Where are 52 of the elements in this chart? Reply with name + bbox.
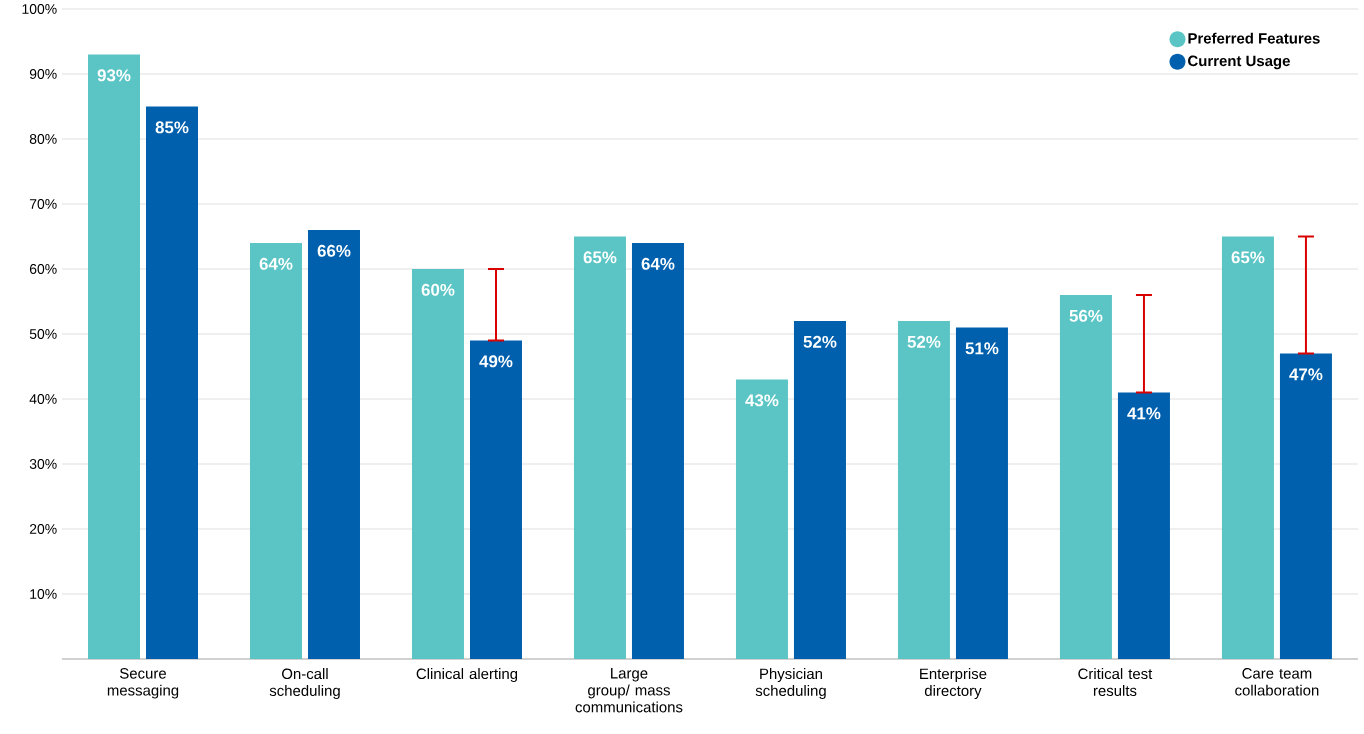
y-tick-label: 90%: [29, 69, 57, 79]
bar: [897, 321, 950, 659]
data-label: 41%: [1127, 407, 1161, 420]
data-label: 49%: [479, 355, 513, 368]
data-label: 43%: [745, 394, 779, 407]
bar: [88, 54, 140, 659]
bar: [1279, 353, 1332, 659]
y-tick-label: 20%: [29, 524, 57, 534]
data-label: 47%: [1289, 368, 1323, 381]
data-label: 52%: [803, 335, 837, 348]
y-tick-label: 70%: [29, 199, 57, 209]
bar: [735, 379, 788, 659]
y-tick-label: 40%: [29, 394, 57, 404]
bar: [469, 340, 522, 659]
bar: [249, 243, 302, 659]
data-label: 66%: [317, 244, 351, 257]
data-label: 65%: [583, 251, 617, 264]
y-tick-label: 50%: [29, 329, 57, 339]
x-tick-label: Critical test results: [1078, 668, 1153, 696]
x-tick-label: Enterprise directory: [920, 668, 987, 699]
data-label: 93%: [97, 69, 131, 82]
bar: [307, 230, 360, 659]
x-tick-label: Secure messaging: [107, 668, 179, 699]
bar: [793, 321, 846, 659]
x-tick-label: Care team collaboration: [1235, 668, 1319, 696]
data-label: 64%: [641, 257, 675, 270]
data-label: 65%: [1231, 251, 1265, 264]
data-label: 52%: [907, 335, 941, 348]
bar: [631, 243, 684, 659]
bar: [573, 236, 626, 659]
bar: [1117, 392, 1170, 659]
x-tick-label: Clinical alerting: [416, 668, 518, 683]
bar: [955, 327, 1008, 659]
data-label: 60%: [421, 283, 455, 296]
bar: [1221, 236, 1274, 659]
y-tick-label: 60%: [29, 264, 57, 274]
legend-label: Preferred Features: [1188, 32, 1320, 44]
y-tick-label: 30%: [29, 459, 57, 469]
x-tick-label: Large group/ mass communications: [575, 668, 683, 713]
bar: [146, 106, 198, 659]
x-tick-label: Physician scheduling: [755, 668, 826, 699]
bar: [411, 269, 464, 659]
bar: [1059, 295, 1112, 659]
data-label: 51%: [965, 342, 999, 355]
y-tick-label: 10%: [30, 589, 57, 599]
y-tick-label: 100%: [22, 4, 57, 14]
data-label: 56%: [1069, 309, 1103, 322]
data-label: 85%: [155, 121, 189, 134]
legend-label: Current Usage: [1188, 55, 1290, 70]
data-label: 64%: [259, 257, 293, 270]
x-tick-label: On-call scheduling: [269, 668, 340, 699]
y-tick-label: 80%: [29, 134, 57, 144]
